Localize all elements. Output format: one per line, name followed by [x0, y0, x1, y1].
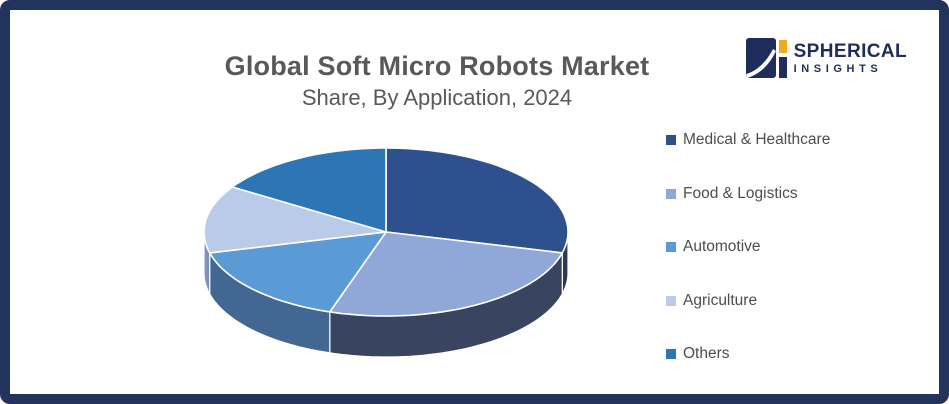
legend-label: Agriculture	[683, 291, 758, 309]
pie-slice	[329, 231, 564, 317]
pie-slice	[203, 186, 387, 254]
spherical-insights-logo-icon	[745, 38, 787, 78]
chart-subtitle: Share, By Application, 2024	[301, 85, 573, 110]
logo-brand-name: SPHERICAL	[793, 40, 907, 62]
pie-slice	[208, 231, 387, 313]
pie-slice	[231, 147, 387, 233]
legend-label: Medical & Healthcare	[683, 131, 831, 148]
legend-swatch-icon	[666, 295, 676, 306]
logo-wordmark: SPHERICAL INSIGHTS	[794, 41, 907, 76]
legend-item: Medical & Healthcare	[666, 132, 830, 148]
legend-label: Food & Logistics	[683, 184, 798, 202]
legend-item: Automotive	[666, 239, 830, 255]
legend-label: Others	[683, 345, 730, 362]
legend-item: Agriculture	[666, 291, 830, 309]
legend: Medical & Healthcare Food & Logistics Au…	[666, 132, 830, 394]
legend-swatch-icon	[666, 188, 676, 199]
legend-swatch-icon	[666, 135, 676, 145]
chart-title: Global Soft Micro Robots Market	[224, 51, 650, 81]
legend-item: Food & Logistics	[666, 184, 830, 202]
pie-slice	[385, 147, 569, 254]
chart-header: Global Soft Micro Robots Market Share, B…	[140, 50, 734, 113]
spherical-insights-logo: SPHERICAL INSIGHTS	[745, 36, 907, 80]
legend-swatch-icon	[666, 242, 676, 252]
legend-swatch-icon	[666, 349, 676, 359]
logo-brand-subname: INSIGHTS	[793, 62, 883, 75]
pie-chart	[203, 147, 569, 358]
legend-item: Others	[666, 346, 830, 362]
legend-label: Automotive	[683, 238, 761, 255]
